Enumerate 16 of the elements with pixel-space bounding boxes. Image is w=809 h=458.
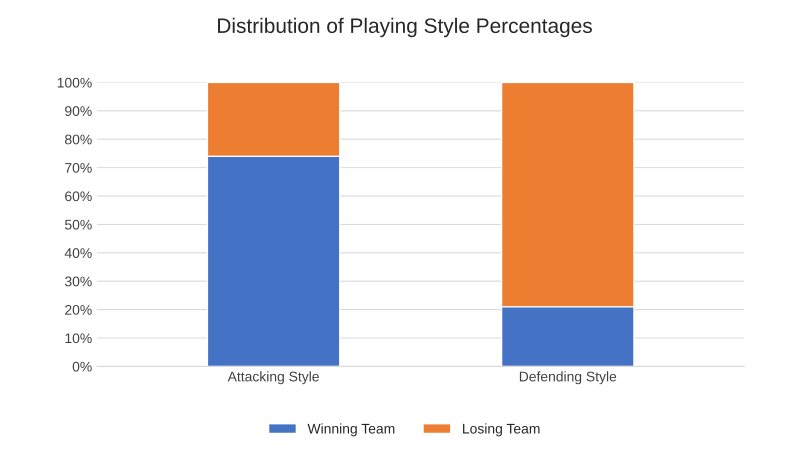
y-tick-label: 100% [58, 78, 92, 88]
chart-title: Distribution of Playing Style Percentages [218, 18, 592, 38]
legend-label: Losing Team [463, 423, 540, 436]
x-tick-label: Defending Style [520, 371, 616, 384]
x-tick-label: Attacking Style [228, 371, 319, 384]
y-tick-label: 30% [64, 276, 92, 286]
y-tick-label: 50% [64, 220, 92, 230]
y-tick-label: 20% [65, 304, 92, 315]
y-tick-label: 40% [64, 248, 92, 258]
y-tick-label: 10% [65, 333, 92, 344]
y-tick-label: 90% [65, 106, 92, 116]
y-tick-label: 0% [72, 362, 92, 372]
y-tick-label: 60% [65, 191, 92, 202]
y-tick-label: 80% [65, 134, 92, 144]
legend-label: Winning Team [308, 423, 394, 436]
y-tick-label: 70% [65, 162, 92, 173]
